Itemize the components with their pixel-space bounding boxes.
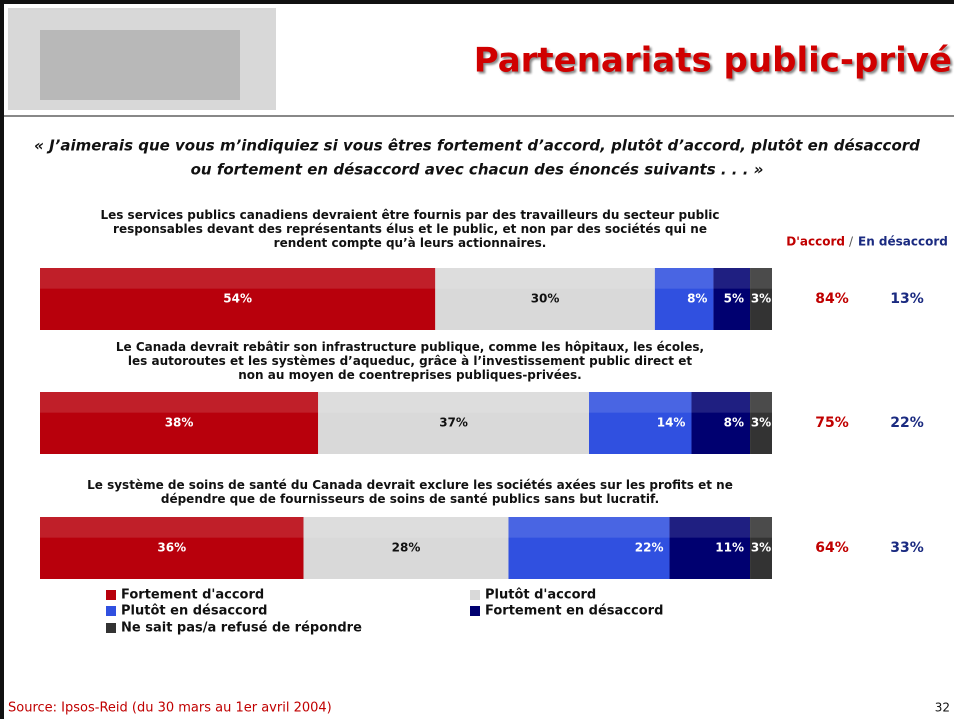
segment-label: 22% <box>635 541 664 555</box>
legend-label: Plutôt d'accord <box>485 588 596 603</box>
bar-shine <box>304 517 509 538</box>
legend-swatch <box>470 590 480 600</box>
legend-label: Fortement en désaccord <box>485 604 663 619</box>
segment-label: 3% <box>751 292 771 306</box>
totals-header: D'accord <box>786 235 845 249</box>
statement: Le Canada devrait rebâtir son infrastruc… <box>40 340 780 382</box>
total-label: 33% <box>890 540 924 556</box>
segment-label: 37% <box>439 416 468 430</box>
bar-shine <box>435 268 655 289</box>
bar-shine <box>508 517 669 538</box>
totals-separator: / <box>849 235 854 249</box>
bar-shine <box>691 392 750 413</box>
segment-label: 8% <box>687 292 707 306</box>
segment-label: 30% <box>531 292 560 306</box>
total-label: 75% <box>815 415 849 431</box>
segment-label: 3% <box>751 541 771 555</box>
statement: Le système de soins de santé du Canada d… <box>40 478 780 506</box>
bar-shine <box>40 268 435 289</box>
legend-swatch <box>470 606 480 616</box>
bar-shine <box>713 268 750 289</box>
legend-label: Fortement d'accord <box>121 588 264 603</box>
legend-label: Ne sait pas/a refusé de répondre <box>121 621 362 636</box>
bar-shine <box>750 392 772 413</box>
total-label: 64% <box>815 540 849 556</box>
bar-shine <box>750 517 772 538</box>
bar-shine <box>40 392 318 413</box>
bar-shine <box>40 517 304 538</box>
segment-label: 3% <box>751 416 771 430</box>
bar-shine <box>750 268 772 289</box>
building <box>40 30 240 100</box>
source: Source: Ipsos-Reid (du 30 mars au 1er av… <box>8 701 332 716</box>
legend-swatch <box>106 623 116 633</box>
left-border <box>0 0 4 719</box>
top-border <box>0 0 954 4</box>
total-label: 13% <box>890 291 924 307</box>
segment-label: 11% <box>715 541 744 555</box>
bar-shine <box>670 517 751 538</box>
total-label: 22% <box>890 415 924 431</box>
totals-header: En désaccord <box>858 235 948 249</box>
segment-label: 38% <box>165 416 194 430</box>
page-number: 32 <box>935 701 950 715</box>
total-label: 84% <box>815 291 849 307</box>
slide-title: Partenariats public-privé <box>474 41 952 81</box>
segment-label: 28% <box>392 541 421 555</box>
segment-label: 36% <box>157 541 186 555</box>
legend-swatch <box>106 606 116 616</box>
segment-label: 8% <box>724 416 744 430</box>
segment-label: 54% <box>223 292 252 306</box>
bar-shine <box>589 392 691 413</box>
bar-shine <box>318 392 589 413</box>
legend-label: Plutôt en désaccord <box>121 604 267 619</box>
bar-shine <box>655 268 714 289</box>
segment-label: 5% <box>724 292 744 306</box>
statement: Les services publics canadiens devraient… <box>40 208 780 250</box>
question-line: ou fortement en désaccord avec chacun de… <box>191 161 764 179</box>
segment-label: 14% <box>657 416 686 430</box>
legend-swatch <box>106 590 116 600</box>
question-line: « J’aimerais que vous m’indiquiez si vou… <box>34 137 920 155</box>
slide: Partenariats public-privé « J’aimerais q… <box>0 0 954 719</box>
